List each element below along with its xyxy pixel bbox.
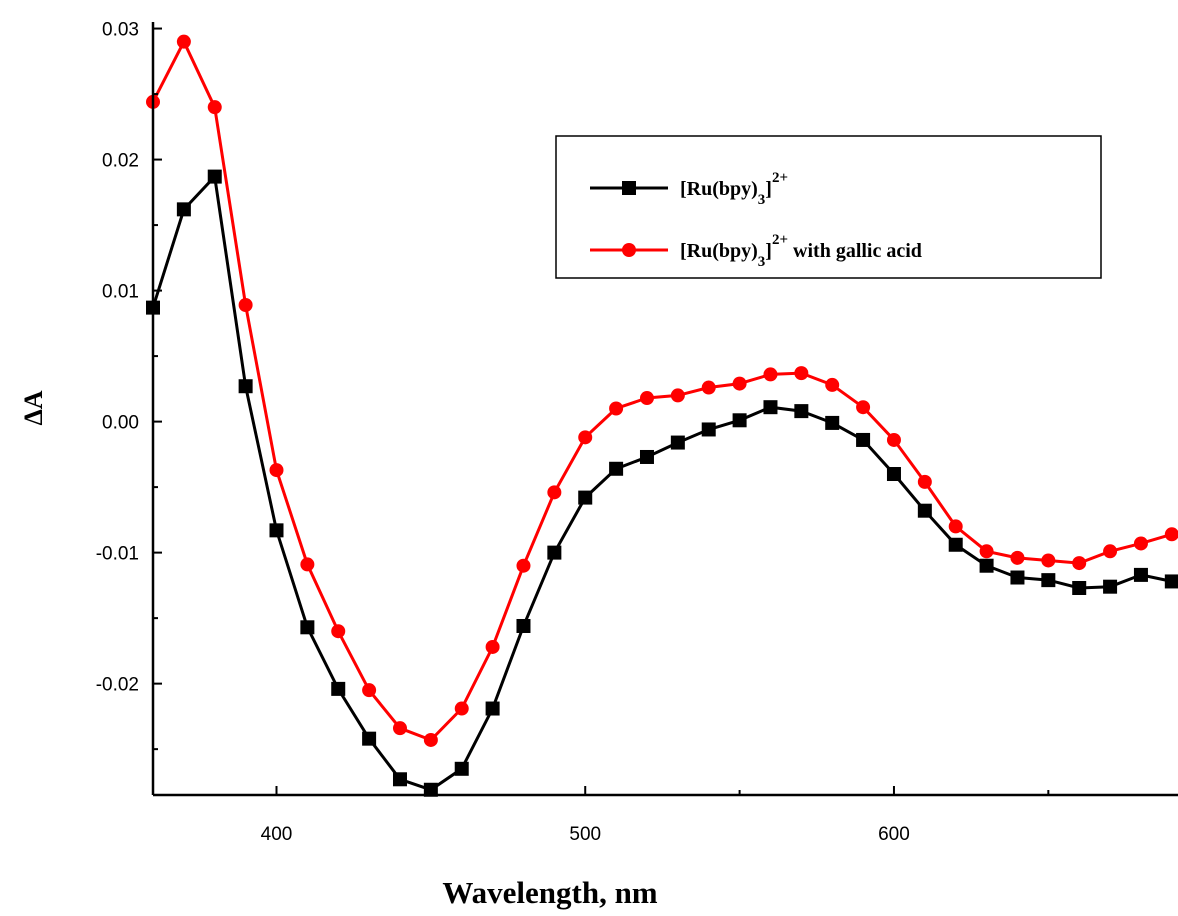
data-point — [670, 435, 685, 450]
data-point — [1133, 536, 1148, 551]
data-point — [886, 432, 901, 447]
y-tick-label: 0.03 — [102, 20, 139, 41]
legend-label: [Ru(bpy)3]2+ — [680, 170, 788, 208]
data-point — [825, 377, 840, 392]
data-point — [609, 461, 624, 476]
data-point — [670, 388, 685, 403]
data-point — [1103, 579, 1118, 594]
data-point — [516, 618, 531, 633]
y-tick-label: -0.02 — [96, 675, 139, 696]
legend-box — [555, 135, 1102, 279]
data-point — [1103, 544, 1118, 559]
data-point — [763, 367, 778, 382]
data-point — [1072, 580, 1087, 595]
legend-entry-1: [Ru(bpy)3]2+ — [590, 170, 788, 208]
data-point — [269, 463, 284, 478]
y-tick-label: -0.01 — [96, 544, 139, 565]
data-point — [300, 557, 315, 572]
data-point — [578, 490, 593, 505]
axes: 400 500 600 0.03 0.02 0.01 0.00 -0.01 -0.02 — [96, 20, 1178, 845]
series-2 — [146, 34, 1178, 747]
data-point — [207, 100, 222, 115]
data-point — [794, 366, 809, 381]
data-point — [1164, 527, 1178, 542]
data-point — [392, 721, 407, 736]
series-line — [151, 38, 1173, 742]
data-point — [238, 379, 253, 394]
data-point — [547, 545, 562, 560]
data-point — [948, 537, 963, 552]
data-point — [238, 297, 253, 312]
legend-marker — [622, 181, 636, 195]
data-point — [485, 639, 500, 654]
data-point — [917, 474, 932, 489]
data-point — [362, 683, 377, 698]
data-point — [979, 544, 994, 559]
series-layer — [146, 34, 1178, 797]
data-point — [856, 400, 871, 415]
data-point — [578, 430, 593, 445]
data-point — [1072, 556, 1087, 571]
data-point — [1164, 574, 1178, 589]
legend-marker — [622, 243, 636, 257]
data-point — [609, 401, 624, 416]
data-point — [176, 202, 191, 217]
data-point — [423, 732, 438, 747]
data-point — [269, 523, 284, 538]
data-point — [331, 681, 346, 696]
data-point — [763, 400, 778, 415]
data-point — [825, 415, 840, 430]
data-point — [794, 404, 809, 419]
x-tick-label: 400 — [261, 824, 293, 845]
data-point — [701, 422, 716, 437]
data-point — [701, 380, 716, 395]
data-point — [732, 376, 747, 391]
ticks: 400 500 600 0.03 0.02 0.01 0.00 -0.01 -0.02 — [96, 20, 1050, 845]
data-point — [1133, 567, 1148, 582]
data-point — [176, 34, 191, 49]
x-axis-title: Wavelength, nm — [442, 875, 657, 910]
data-point — [732, 413, 747, 428]
series-line — [151, 173, 1173, 792]
y-axis-title: ΔA — [19, 390, 48, 425]
series-1 — [146, 169, 1178, 797]
data-point — [979, 558, 994, 573]
data-point — [1041, 553, 1056, 568]
data-point — [1041, 573, 1056, 588]
y-tick-label: 0.00 — [102, 413, 139, 434]
legend-label: [Ru(bpy)3]2+ with gallic acid — [680, 232, 922, 270]
data-point — [886, 467, 901, 482]
data-point — [917, 503, 932, 518]
data-point — [300, 620, 315, 635]
x-tick-label: 500 — [569, 824, 601, 845]
data-point — [516, 558, 531, 573]
data-point — [362, 731, 377, 746]
data-point — [948, 519, 963, 534]
data-point — [454, 701, 469, 716]
data-point — [207, 169, 222, 184]
x-tick-label: 600 — [878, 824, 910, 845]
data-point — [485, 701, 500, 716]
data-point — [392, 772, 407, 787]
y-tick-label: 0.01 — [102, 282, 139, 303]
y-tick-label: 0.02 — [102, 151, 139, 172]
data-point — [547, 485, 562, 500]
data-point — [639, 449, 654, 464]
data-point — [856, 432, 871, 447]
data-point — [331, 624, 346, 639]
legend: [Ru(bpy)3]2+ [Ru(bpy)3]2+ with gallic aci… — [555, 135, 1102, 279]
legend-entry-2: [Ru(bpy)3]2+ with gallic acid — [590, 232, 922, 270]
data-point — [1010, 570, 1025, 585]
data-point — [423, 782, 438, 797]
data-point — [639, 391, 654, 406]
data-point — [1010, 550, 1025, 565]
data-point — [454, 761, 469, 776]
